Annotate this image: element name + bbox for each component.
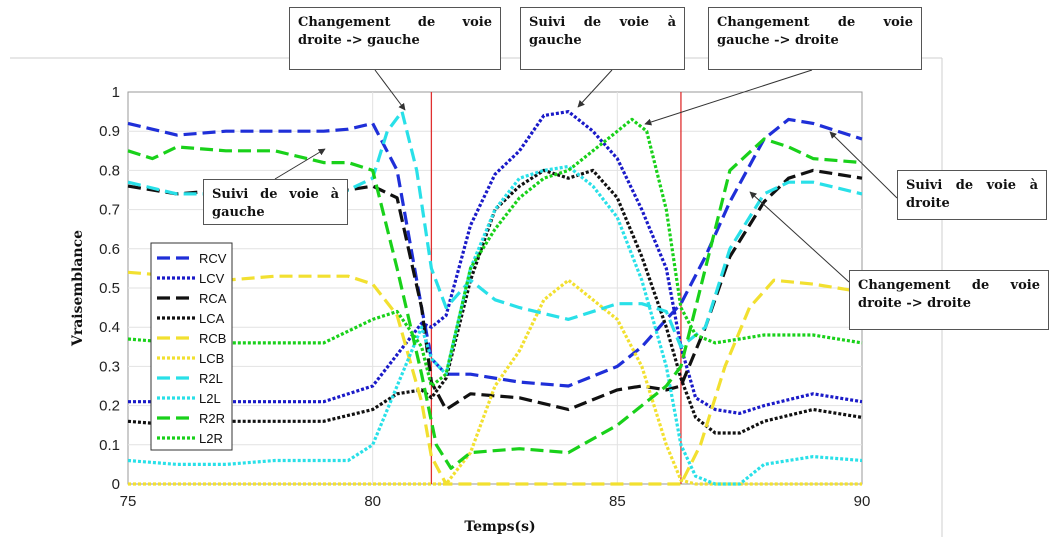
annotation-arrow [749,191,850,283]
legend-label-lca: LCA [199,311,225,326]
y-tick-label: 0.8 [99,162,120,179]
legend-label-r2l: R2L [199,371,223,386]
x-tick-label: 75 [120,493,137,510]
legend-label-l2l: L2L [199,391,221,406]
legend-label-r2r: R2R [199,411,225,426]
annotation-follow-left-side: Suivi de voie à gauche [203,179,348,225]
series-r2r-line [127,137,863,470]
annotation-arrow [274,148,326,180]
legend-label-lcb: LCB [199,351,224,366]
annotation-arrows [274,69,898,283]
tick-labels: 0 0.1 0.2 0.3 0.4 0.5 0.6 0.7 0.8 0.9 1 75 80 85 90 [99,84,870,510]
legend-label-rca: RCA [199,291,227,306]
annotation-arrow [374,69,406,111]
series-l2r-line [127,117,863,388]
y-tick-label: 0 [112,476,120,493]
y-tick-label: 0.4 [99,319,120,336]
y-tick-label: 0.7 [99,202,120,219]
legend-label-rcv: RCV [199,251,227,266]
annotation-lane-change-right-left: Changement de voie droite -> gauche [289,7,501,70]
annotation-follow-right: Suivi de voie à droite [897,170,1047,220]
y-axis-label: Vraisemblance [70,230,86,347]
annotation-lane-change-left-right: Changement de voie gauche -> droite [708,7,922,70]
x-axis-label: Temps(s) [464,519,535,535]
y-tick-label: 0.5 [99,280,120,297]
x-tick-label: 80 [364,493,381,510]
x-tick-label: 85 [609,493,626,510]
annotation-lane-change-right-right: Changement de voie droite -> droite [849,270,1049,330]
y-tick-label: 0.2 [99,398,120,415]
y-tick-label: 0.1 [99,437,120,454]
legend-label-lcv: LCV [199,271,225,286]
annotation-follow-left-top: Suivi de voie à gauche [520,7,685,70]
series-rcv-line [127,117,863,388]
legend-label-rcb: RCB [199,331,226,346]
x-tick-label: 90 [854,493,871,510]
series-l2l-line [127,164,863,486]
legend: RCV LCV RCA LCA RCB LCB R2L L2L R2R L2R [150,242,233,451]
y-tick-label: 1 [112,84,120,101]
y-tick-label: 0.6 [99,241,120,258]
annotation-arrow [644,69,813,126]
legend-label-l2r: L2R [199,431,223,446]
annotation-arrow [829,131,898,199]
y-tick-label: 0.9 [99,123,120,140]
series-lcb-line [128,278,862,486]
annotation-arrow [577,69,613,108]
series-lca-line [127,168,863,435]
y-tick-label: 0.3 [99,358,120,375]
series-rcb-line [127,270,863,486]
